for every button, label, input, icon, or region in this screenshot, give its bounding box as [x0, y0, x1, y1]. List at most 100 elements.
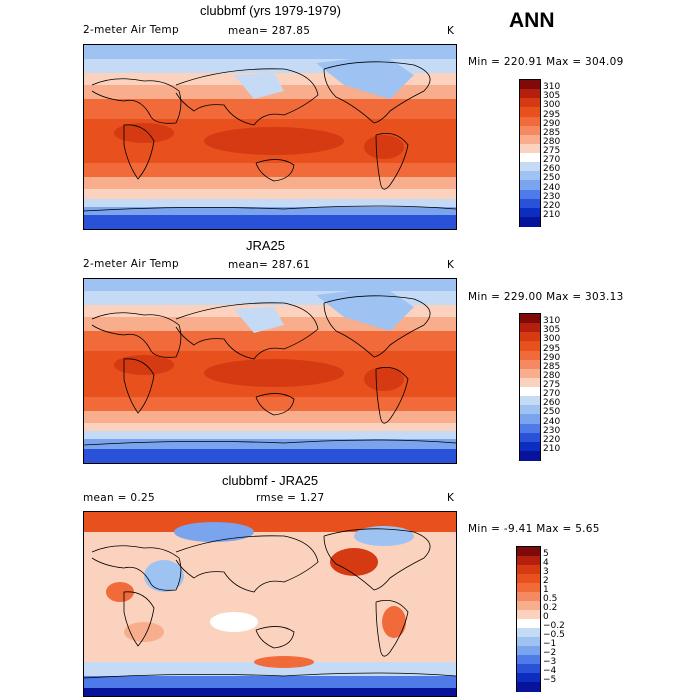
colorbar-swatch [520, 396, 540, 406]
panel2-map-svg [84, 279, 456, 463]
colorbar-tick-label: 210 [543, 443, 561, 454]
colorbar-swatch [517, 547, 540, 557]
colorbar-tick-label: 280 [543, 136, 561, 147]
colorbar-tick-label: 250 [543, 407, 561, 418]
colorbar-swatch [520, 198, 540, 209]
colorbar-tick-label: −0.2 [543, 621, 565, 631]
colorbar-tick-label: 3 [543, 567, 549, 577]
colorbar-tick-label: 240 [543, 182, 561, 193]
panel3-units: K [447, 492, 455, 504]
colorbar-tick-label: 260 [543, 164, 561, 175]
colorbar-swatch [520, 98, 540, 108]
colorbar-tick-label: 240 [543, 416, 561, 427]
colorbar-tick-label: 0.2 [543, 603, 558, 613]
panel2-colorbar [519, 313, 541, 461]
colorbar-swatch [520, 414, 540, 424]
panel3-minmax: Min = -9.41 Max = 5.65 [468, 523, 600, 535]
colorbar-tick-label: −5 [543, 675, 557, 685]
colorbar-swatch [517, 646, 540, 656]
colorbar-swatch [520, 405, 540, 415]
colorbar-swatch [520, 368, 540, 379]
colorbar-swatch [520, 80, 540, 90]
season-label: ANN [509, 9, 555, 32]
colorbar-tick-label: 0 [543, 612, 549, 622]
colorbar-swatch [520, 153, 540, 163]
colorbar-swatch [520, 387, 540, 397]
panel1-title: clubbmf (yrs 1979-1979) [200, 3, 341, 18]
colorbar-swatch [517, 583, 540, 593]
colorbar-tick-label: 2 [543, 576, 549, 586]
colorbar-tick-label: 285 [543, 361, 561, 372]
colorbar-tick-label: 275 [543, 146, 561, 156]
colorbar-tick-label: 250 [543, 173, 561, 184]
colorbar-swatch [520, 89, 540, 99]
colorbar-tick-label: 285 [543, 127, 561, 138]
colorbar-tick-label: 4 [543, 558, 549, 568]
colorbar-swatch [517, 592, 540, 602]
colorbar-swatch [520, 377, 540, 388]
colorbar-swatch [517, 637, 540, 647]
colorbar-swatch [517, 601, 540, 611]
panel2-units: K [447, 259, 455, 271]
colorbar-swatch [520, 341, 540, 351]
colorbar-tick-label: 270 [543, 389, 561, 400]
panel3-map-svg [84, 512, 456, 696]
colorbar-tick-label: 300 [543, 100, 561, 111]
colorbar-tick-label: 295 [543, 343, 561, 354]
colorbar-swatch [517, 628, 540, 638]
colorbar-tick-label: 230 [543, 425, 561, 436]
colorbar-swatch [517, 655, 540, 665]
colorbar-tick-label: 290 [543, 118, 561, 129]
panel3-map [83, 511, 457, 697]
colorbar-swatch [520, 162, 540, 172]
panel1-variable: 2-meter Air Temp [83, 24, 179, 36]
colorbar-tick-label: 275 [543, 380, 561, 390]
colorbar-tick-label: −2 [543, 648, 557, 658]
colorbar-tick-label: 0.5 [543, 594, 558, 604]
colorbar-tick-label: 260 [543, 398, 561, 409]
colorbar-swatch [520, 350, 540, 361]
colorbar-swatch [517, 565, 540, 575]
panel2-title: JRA25 [246, 238, 286, 253]
colorbar-swatch [520, 125, 540, 136]
colorbar-swatch [520, 143, 540, 154]
colorbar-swatch [517, 619, 540, 629]
colorbar-swatch [520, 189, 540, 200]
colorbar-swatch [517, 574, 540, 584]
colorbar-swatch [520, 332, 540, 342]
colorbar-tick-label: −4 [543, 666, 557, 676]
colorbar-swatch [517, 556, 540, 566]
colorbar-swatch [520, 207, 540, 218]
colorbar-tick-label: −0.5 [543, 630, 565, 640]
colorbar-swatch [520, 423, 540, 434]
colorbar-tick-label: 230 [543, 191, 561, 202]
colorbar-tick-label: 220 [543, 200, 561, 211]
colorbar-tick-label: 310 [543, 316, 561, 327]
colorbar-swatch [520, 107, 540, 117]
colorbar-swatch [517, 664, 540, 674]
colorbar-tick-label: 5 [543, 549, 549, 559]
colorbar-swatch [520, 359, 540, 370]
panel3-title: clubbmf - JRA25 [222, 473, 319, 488]
colorbar-tick-label: −3 [543, 657, 557, 667]
colorbar-swatch [517, 682, 540, 692]
panel1-map-svg [84, 45, 456, 229]
panel1-units: K [447, 25, 455, 37]
colorbar-tick-label: −1 [543, 639, 557, 649]
colorbar-swatch [520, 180, 540, 190]
colorbar-swatch [520, 134, 540, 145]
colorbar-tick-label: 305 [543, 91, 561, 102]
colorbar-swatch [520, 216, 540, 227]
colorbar-swatch [520, 323, 540, 333]
colorbar-tick-label: 280 [543, 370, 561, 381]
colorbar-swatch [520, 432, 540, 443]
panel3-rmse: rmse = 1.27 [256, 492, 325, 504]
colorbar-tick-label: 295 [543, 109, 561, 120]
panel2-minmax: Min = 229.00 Max = 303.13 [468, 291, 624, 303]
panel2-mean: mean= 287.61 [228, 259, 311, 271]
panel2-map [83, 278, 457, 464]
panel3-colorbar [516, 546, 541, 692]
colorbar-tick-label: 305 [543, 325, 561, 336]
panel1-map [83, 44, 457, 230]
panel1-minmax: Min = 220.91 Max = 304.09 [468, 56, 624, 68]
